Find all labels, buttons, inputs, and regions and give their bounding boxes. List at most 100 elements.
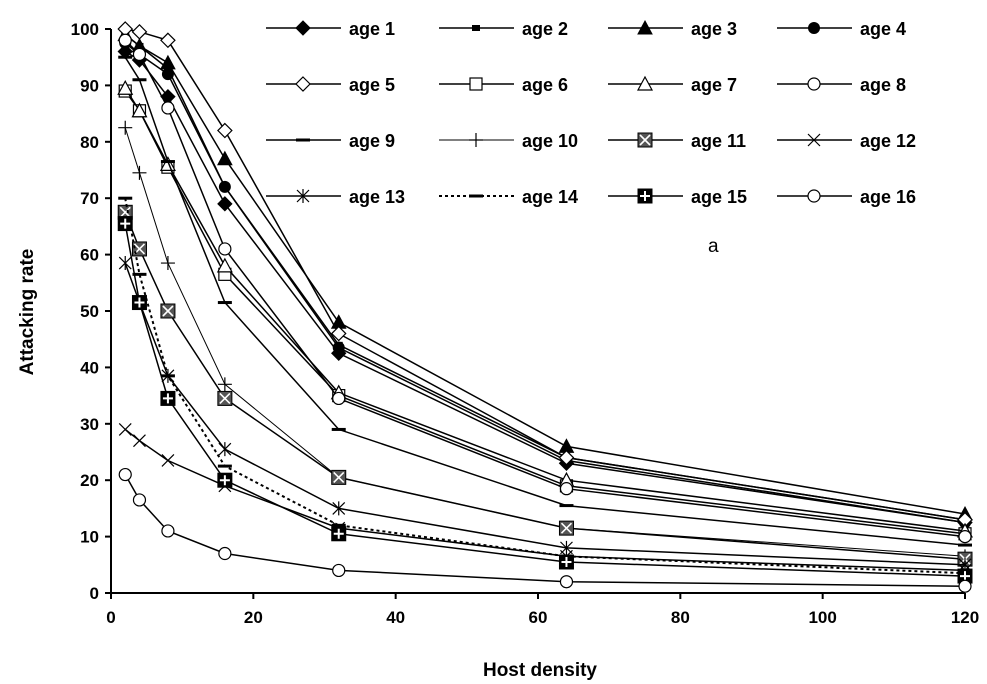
- data-point: [120, 218, 131, 229]
- data-point: [218, 442, 232, 457]
- series-age-11: [117, 204, 973, 567]
- legend-marker: [807, 77, 821, 91]
- legend: age 1 age 2 age 3 age 4 age 5 age 6 age 7 age 8…: [266, 19, 916, 207]
- data-point: [118, 423, 132, 436]
- data-point: [560, 540, 573, 555]
- series-age-14: [118, 196, 972, 575]
- x-tick-label: 20: [244, 608, 263, 627]
- data-point: [218, 180, 231, 193]
- data-point: [134, 297, 145, 308]
- legend-label: age 10: [522, 131, 578, 151]
- legend-item: age 4: [777, 19, 906, 39]
- series-age-4: [119, 37, 971, 529]
- data-point: [131, 23, 148, 40]
- data-point: [118, 33, 132, 47]
- data-point: [160, 374, 175, 378]
- legend-item: age 16: [777, 187, 916, 207]
- series-line: [124, 34, 966, 515]
- legend-marker: [637, 19, 653, 35]
- y-tick-label: 80: [80, 133, 99, 152]
- legend-marker: [636, 75, 654, 91]
- legend-marker: [807, 133, 821, 147]
- data-point: [217, 196, 233, 212]
- data-point: [118, 55, 133, 59]
- data-point: [960, 571, 970, 582]
- data-point: [216, 257, 233, 273]
- y-tick-label: 30: [80, 415, 99, 434]
- series-age-9: [118, 55, 972, 547]
- data-point: [132, 47, 147, 61]
- legend-label: age 12: [860, 131, 916, 151]
- legend-label: age 9: [349, 131, 395, 151]
- series-line: [124, 212, 966, 560]
- y-axis-title: Attacking rate: [17, 249, 38, 376]
- data-point: [331, 427, 346, 431]
- x-tick-label: 80: [671, 608, 690, 627]
- legend-marker: [639, 134, 651, 146]
- x-tick-label: 120: [951, 608, 979, 627]
- data-point: [218, 546, 232, 561]
- y-tick-label: 70: [80, 189, 99, 208]
- legend-item: age 13: [266, 187, 405, 207]
- data-point: [558, 449, 575, 466]
- data-point: [332, 341, 345, 354]
- data-point: [559, 482, 574, 496]
- x-tick-label: 40: [386, 608, 405, 627]
- legend-item: age 6: [439, 75, 568, 95]
- data-point: [161, 524, 175, 538]
- series-line: [124, 90, 966, 535]
- legend-item: age 2: [439, 19, 568, 39]
- data-point: [332, 563, 346, 578]
- data-point: [160, 256, 175, 271]
- data-point: [559, 575, 574, 589]
- legend-item: age 5: [266, 75, 395, 95]
- legend-label: age 8: [860, 75, 906, 95]
- legend-item: age 3: [608, 19, 737, 39]
- x-tick-label: 0: [106, 608, 115, 627]
- data-point: [958, 529, 972, 544]
- y-tick-label: 90: [80, 76, 99, 95]
- data-point: [217, 301, 232, 305]
- annotation-a: a: [708, 236, 719, 257]
- data-point: [131, 102, 148, 118]
- series-age-8: [118, 33, 972, 544]
- data-point: [118, 256, 132, 271]
- x-axis-title: Host density: [483, 660, 597, 681]
- data-point: [331, 523, 346, 527]
- data-point: [559, 504, 574, 508]
- series-line: [124, 50, 966, 524]
- data-point: [162, 393, 173, 404]
- series-line: [124, 87, 966, 532]
- legend-item: age 9: [266, 131, 395, 151]
- series-age-5: [117, 21, 973, 528]
- data-point: [161, 101, 175, 115]
- x-tick-label: 100: [808, 608, 836, 627]
- legend-label: age 2: [522, 19, 568, 39]
- y-tick-label: 0: [90, 584, 99, 603]
- data-point: [560, 522, 573, 534]
- data-point: [958, 579, 972, 593]
- legend-item: age 1: [266, 19, 395, 39]
- legend-label: age 13: [349, 187, 405, 207]
- series-layer: [117, 21, 974, 593]
- data-point: [132, 165, 147, 180]
- data-point: [332, 391, 346, 406]
- legend-label: age 3: [691, 19, 737, 39]
- data-point: [160, 54, 176, 70]
- legend-item: age 12: [777, 131, 916, 151]
- data-point: [161, 454, 175, 467]
- data-point: [133, 434, 146, 448]
- data-point: [159, 156, 176, 171]
- data-point: [132, 272, 147, 276]
- legend-marker: [807, 189, 821, 203]
- series-age-1: [117, 43, 973, 531]
- legend-marker: [295, 76, 311, 92]
- legend-item: age 14: [439, 187, 578, 207]
- series-age-15: [117, 216, 973, 584]
- data-point: [118, 467, 132, 482]
- series-line: [124, 262, 966, 566]
- legend-item: age 10: [439, 131, 578, 151]
- data-point: [330, 325, 347, 342]
- series-line: [125, 28, 966, 521]
